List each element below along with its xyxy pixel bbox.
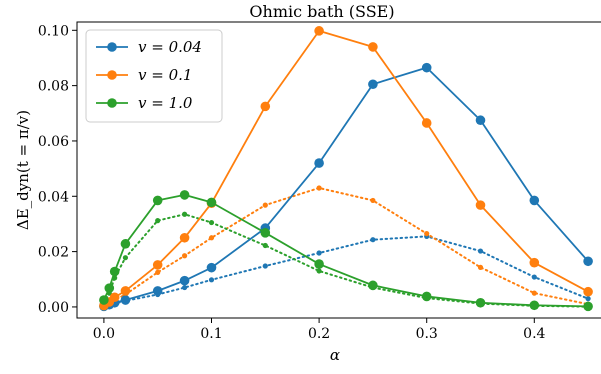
data-point: [475, 115, 486, 126]
y-tick-label: 0.02: [38, 245, 69, 261]
legend-label: v = 0.1: [138, 66, 192, 84]
data-point: [152, 195, 163, 206]
series-v-1-0-solid: [99, 190, 593, 312]
data-point: [120, 239, 131, 249]
data-point: [370, 197, 376, 204]
data-point: [531, 274, 537, 280]
legend: v = 0.04 v = 0.1 v = 1.0: [85, 29, 223, 123]
data-point: [529, 257, 540, 268]
data-point: [421, 291, 432, 302]
y-axis-label: ΔE_dyn(t = π/v): [14, 110, 32, 230]
y-tick-label: 0.00: [38, 300, 69, 316]
data-point: [421, 62, 432, 73]
x-tick-label: 0.1: [200, 326, 222, 342]
x-tick-label: 0.2: [308, 326, 330, 342]
data-point: [368, 280, 378, 291]
data-point: [155, 269, 161, 275]
data-point: [314, 259, 324, 269]
legend-box: [85, 29, 223, 123]
data-point: [262, 263, 268, 269]
x-tick-label: 0.0: [93, 326, 115, 342]
x-axis-ticks: 0.0 0.1 0.2 0.3 0.4: [93, 318, 546, 342]
data-point: [179, 190, 190, 200]
data-point: [368, 42, 378, 52]
x-axis-label: α: [330, 346, 340, 364]
data-point: [316, 268, 322, 274]
data-point: [109, 266, 120, 277]
data-point: [475, 200, 486, 210]
data-point: [421, 118, 432, 128]
data-point: [316, 185, 322, 191]
data-point: [477, 248, 484, 254]
data-point: [424, 231, 430, 237]
data-point: [155, 218, 161, 224]
data-point: [477, 264, 484, 270]
data-point: [208, 235, 215, 241]
series-line: [103, 193, 589, 308]
data-point: [583, 286, 593, 297]
data-point: [152, 260, 163, 270]
data-point: [314, 158, 324, 168]
data-point: [583, 301, 593, 312]
data-point: [208, 219, 215, 226]
data-point: [260, 228, 271, 238]
data-point: [262, 202, 268, 208]
data-point: [208, 277, 215, 283]
data-point: [120, 286, 131, 296]
data-point: [475, 297, 486, 308]
x-tick-label: 0.3: [416, 326, 438, 342]
data-point: [104, 283, 115, 293]
data-point: [368, 79, 378, 90]
data-point: [179, 232, 190, 243]
data-point: [531, 290, 537, 296]
data-point: [206, 197, 217, 208]
data-point: [262, 242, 268, 249]
series-layer: [99, 26, 593, 312]
data-point: [206, 262, 217, 273]
data-point: [314, 26, 324, 36]
data-point: [179, 275, 190, 286]
legend-marker: [107, 70, 117, 80]
y-tick-label: 0.10: [38, 23, 69, 39]
data-point: [529, 195, 540, 206]
data-point: [316, 250, 322, 256]
series-series-6-dotted: [101, 211, 591, 310]
plot-frame: [76, 21, 601, 319]
data-point: [109, 292, 120, 303]
data-point: [529, 300, 540, 311]
x-tick-label: 0.4: [523, 326, 545, 342]
data-point: [182, 211, 188, 217]
data-point: [122, 255, 129, 261]
data-point: [120, 295, 131, 305]
y-axis-ticks: 0.00 0.02 0.04 0.06 0.08 0.10: [38, 23, 77, 316]
data-point: [370, 237, 376, 243]
chart-title: Ohmic bath (SSE): [249, 2, 394, 21]
legend-marker: [107, 98, 117, 108]
data-point: [152, 286, 163, 296]
legend-label: v = 1.0: [138, 94, 193, 112]
data-point: [99, 295, 109, 305]
legend-label: v = 0.04: [138, 38, 202, 56]
data-point: [182, 253, 188, 259]
y-tick-label: 0.08: [38, 79, 69, 95]
data-point: [260, 101, 271, 112]
data-point: [583, 256, 593, 267]
y-tick-label: 0.06: [38, 134, 69, 150]
data-point: [585, 296, 591, 302]
y-tick-label: 0.04: [38, 189, 69, 205]
legend-marker: [107, 42, 117, 52]
data-point: [182, 284, 188, 291]
